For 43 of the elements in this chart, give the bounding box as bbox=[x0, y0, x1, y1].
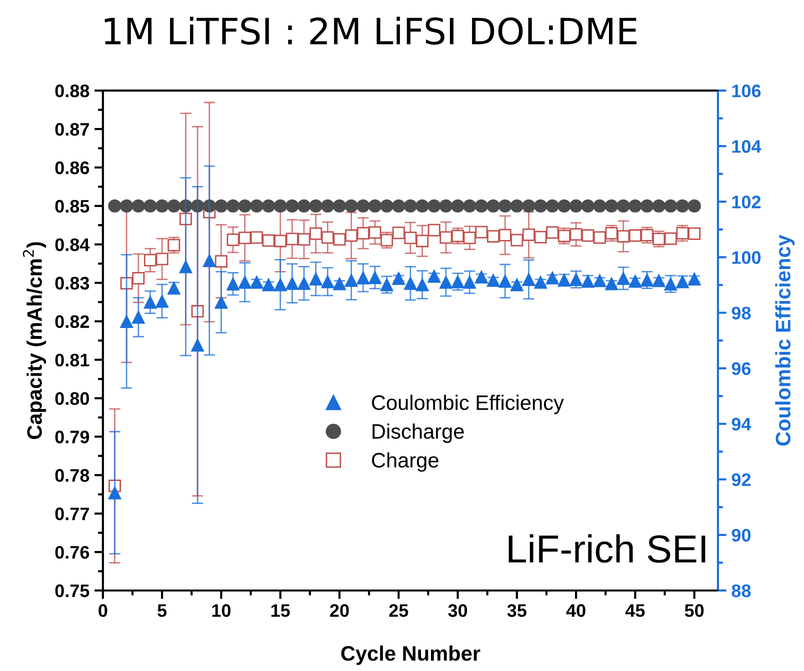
x-tick-label: 5 bbox=[158, 604, 167, 617]
y-tick-label: 0.84 bbox=[55, 238, 90, 252]
legend-label: Discharge bbox=[372, 424, 464, 443]
legend-label: Coulombic Efficiency bbox=[372, 394, 564, 414]
y-tick-label: 0.85 bbox=[55, 200, 90, 213]
x-tick-label: 50 bbox=[684, 604, 704, 617]
y-axis-title: Capacity (mAh/cm$^{2}$) bbox=[22, 242, 46, 440]
y-tick-label: 0.79 bbox=[55, 430, 90, 444]
y2-tick-label: 98 bbox=[732, 306, 751, 320]
y2-tick-label: 88 bbox=[732, 584, 751, 598]
x-tick-label: 10 bbox=[212, 604, 230, 617]
y2-tick-label: 92 bbox=[732, 473, 751, 486]
y-tick-label: 0.88 bbox=[55, 84, 90, 98]
x-tick-label: 15 bbox=[271, 604, 290, 617]
x-tick-label: 0 bbox=[98, 604, 108, 617]
y-tick-label: 0.87 bbox=[55, 122, 89, 136]
chart-title: 1M LiTFSI : 2M LiFSI DOL:DME bbox=[104, 16, 636, 45]
x-tick-label: 45 bbox=[625, 604, 645, 617]
y-tick-label: 0.76 bbox=[55, 546, 90, 559]
y2-axis-title: Coulombic Efficiency bbox=[775, 234, 795, 446]
y-tick-label: 0.77 bbox=[55, 508, 89, 520]
y2-tick-label: 90 bbox=[732, 528, 751, 542]
x-axis-title: Cycle Number bbox=[341, 646, 480, 665]
y-tick-label: 0.80 bbox=[55, 392, 89, 405]
y2-tick-label: 104 bbox=[732, 140, 762, 153]
y-tick-label: 0.78 bbox=[55, 469, 90, 482]
y-tick-label: 0.81 bbox=[55, 354, 90, 366]
x-tick-label: 40 bbox=[566, 604, 586, 617]
y-tick-label: 0.86 bbox=[55, 161, 90, 174]
x-tick-label: 35 bbox=[507, 604, 526, 617]
x-tick-label: 30 bbox=[448, 604, 468, 617]
x-tick-label: 20 bbox=[330, 604, 349, 617]
y2-tick-label: 106 bbox=[732, 84, 761, 98]
x-tick-label: 25 bbox=[389, 604, 408, 617]
y-tick-label: 0.82 bbox=[55, 315, 89, 328]
legend-label: Charge bbox=[372, 452, 438, 472]
y-tick-label: 0.75 bbox=[55, 584, 90, 598]
y2-tick-label: 94 bbox=[732, 418, 752, 431]
y2-tick-label: 96 bbox=[732, 362, 751, 376]
annotation: LiF-rich SEI bbox=[508, 534, 706, 563]
y2-tick-label: 100 bbox=[732, 251, 761, 264]
y2-tick-label: 102 bbox=[732, 196, 761, 208]
y-tick-label: 0.83 bbox=[55, 276, 90, 290]
